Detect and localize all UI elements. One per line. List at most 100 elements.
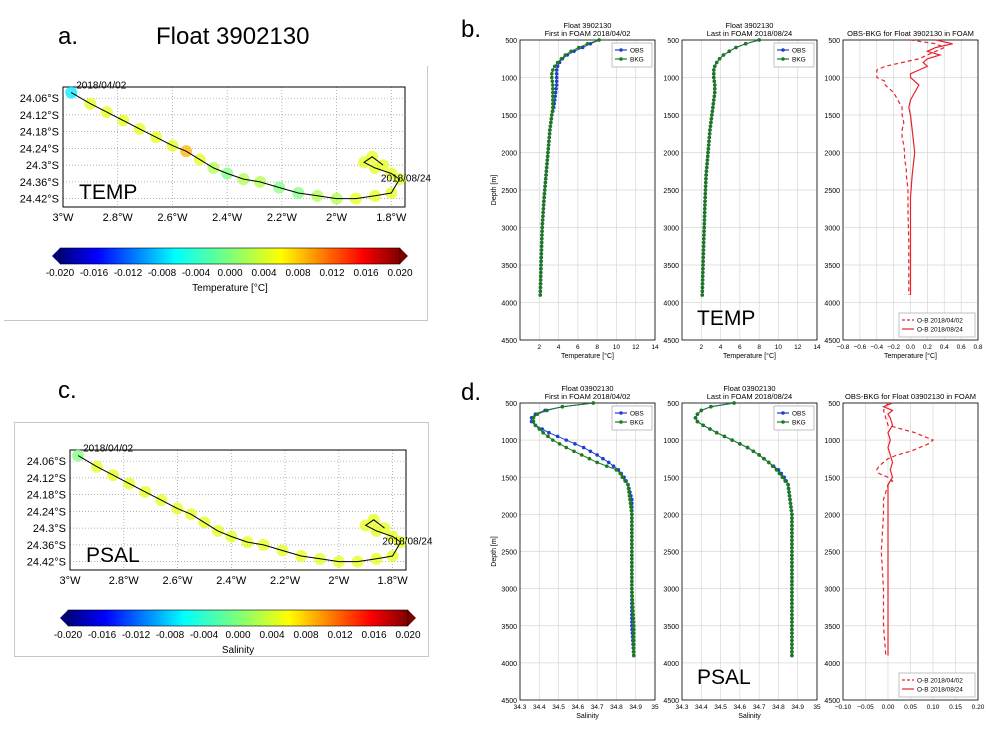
profile-marker bbox=[595, 453, 599, 457]
profile-marker bbox=[790, 653, 794, 658]
profile-marker bbox=[707, 131, 712, 136]
profile-ytick-label: 3000 bbox=[824, 587, 840, 594]
colorbar-tick-label: 0.000 bbox=[217, 268, 242, 279]
legend-label: BKG bbox=[792, 57, 806, 64]
profile-ytick-label: 2500 bbox=[663, 550, 679, 557]
profile-xlabel: Temperature [°C] bbox=[561, 352, 614, 360]
legend-label: O-B 2018/08/24 bbox=[917, 687, 963, 694]
profile-xtick-label: 12 bbox=[794, 344, 802, 351]
colorbar-tick-label: 0.012 bbox=[327, 630, 352, 641]
chart-root: 24.06°S 24.12°S 24.18°S 24.24°S 24.3°S 24.36°… bbox=[20, 21, 985, 720]
profile-variable-label: PSAL bbox=[697, 666, 751, 689]
profile-xtick-label: 0.4 bbox=[940, 344, 949, 351]
profile-marker bbox=[579, 453, 584, 457]
colorbar-tick-label: 0.016 bbox=[353, 268, 378, 279]
legend-label: OBS bbox=[630, 48, 644, 55]
map-chart-map_psal: 24.06°S 24.12°S 24.18°S 24.24°S 24.3°S 24.36°… bbox=[27, 444, 433, 656]
map-ytick-label: 24.18°S bbox=[27, 490, 66, 502]
colorbar-tick-label: -0.020 bbox=[54, 630, 83, 641]
profile-marker bbox=[555, 64, 560, 69]
profile-marker bbox=[704, 169, 709, 174]
profile-marker bbox=[762, 456, 766, 461]
profile-marker bbox=[757, 38, 761, 42]
profile-series-line bbox=[539, 39, 600, 296]
profile-title-line: OBS-BKG for Float 3902130 in FOAM bbox=[847, 29, 974, 38]
map-xtick-label: 2.6°W bbox=[162, 575, 193, 587]
profile-xtick-label: 34.5 bbox=[552, 704, 565, 711]
profile-xtick-label: 10 bbox=[775, 344, 783, 351]
profile-title-line: Float 3902130 bbox=[564, 21, 612, 30]
legend-marker bbox=[781, 57, 785, 61]
profile-legend: OBS BKG bbox=[611, 405, 653, 431]
map-xtick-label: 3°W bbox=[53, 212, 75, 224]
profile-ytick-label: 1500 bbox=[501, 113, 517, 120]
profile-marker bbox=[701, 248, 706, 252]
profile-marker bbox=[700, 293, 705, 297]
profile-marker bbox=[702, 229, 706, 234]
map-start-label: 2018/04/02 bbox=[83, 444, 133, 455]
profile-marker bbox=[631, 620, 636, 624]
profile-chart-temp_omb: 50010001500200025003000350040004500−0.8−… bbox=[824, 29, 982, 360]
map-frame bbox=[62, 86, 406, 208]
profile-chart-psal_omb: 500 1000 1500 2000 2500 3000 3500 4000 4500−0.10… bbox=[824, 392, 984, 711]
profile-marker bbox=[783, 479, 787, 483]
profile-xtick-label: −0.2 bbox=[887, 344, 900, 351]
colorbar: -0.020 -0.016 -0.012 -0.008 -0.004 0.000 0.004… bbox=[54, 609, 421, 656]
profile-marker bbox=[790, 531, 794, 535]
profile-marker bbox=[554, 83, 559, 87]
profile-marker bbox=[542, 199, 546, 204]
profile-marker bbox=[546, 434, 550, 439]
profile-marker bbox=[770, 464, 775, 468]
profile-marker bbox=[533, 423, 538, 428]
profile-ytick-label: 3000 bbox=[663, 226, 679, 233]
legend-box bbox=[611, 42, 653, 68]
profile-marker bbox=[540, 221, 545, 226]
profile-marker bbox=[702, 225, 706, 230]
profile-marker bbox=[712, 71, 716, 76]
map-ytick-label: 24.36°S bbox=[27, 540, 66, 552]
profile-marker bbox=[701, 251, 706, 256]
map-xtick-label: 2.8°W bbox=[103, 212, 134, 224]
profile-marker bbox=[703, 180, 708, 185]
profile-xtick-label: 14 bbox=[813, 344, 821, 351]
profile-ytick-label: 1000 bbox=[824, 76, 840, 83]
profile-marker bbox=[631, 638, 636, 643]
profile-xtick-label: −0.6 bbox=[853, 344, 866, 351]
profile-marker bbox=[787, 494, 792, 498]
profile-legend: OBS BKG bbox=[773, 42, 815, 68]
profile-title-line: Float 03902130 bbox=[723, 384, 775, 393]
profile-variable-label: TEMP bbox=[697, 307, 755, 330]
profile-marker bbox=[790, 538, 794, 543]
profile-xtick-label: 34.6 bbox=[734, 704, 747, 711]
profile-xtick-label: 2 bbox=[537, 344, 541, 351]
profile-marker bbox=[539, 248, 544, 252]
profile-marker bbox=[709, 404, 713, 409]
profile-xtick-label: 2 bbox=[699, 344, 703, 351]
colorbar-min-arrow bbox=[52, 248, 60, 264]
profile-marker bbox=[745, 445, 750, 450]
profile-marker bbox=[564, 445, 569, 450]
map-ytick-label: 24.24°S bbox=[27, 506, 66, 518]
profile-marker bbox=[701, 263, 705, 267]
profile-marker bbox=[774, 468, 779, 472]
profile-series-line bbox=[694, 402, 793, 656]
profile-marker bbox=[790, 583, 794, 587]
profile-marker bbox=[543, 184, 547, 189]
profile-xtick-label: 0.0 bbox=[906, 344, 915, 351]
profile-marker bbox=[790, 523, 794, 528]
profile-marker bbox=[545, 158, 550, 162]
map-xtick-label: 2.4°W bbox=[216, 575, 247, 587]
profile-marker bbox=[709, 120, 713, 125]
profile-marker bbox=[780, 475, 785, 480]
profile-marker bbox=[538, 293, 543, 297]
map-end-label: 2018/08/24 bbox=[382, 537, 432, 548]
profile-marker bbox=[550, 98, 555, 102]
profile-marker bbox=[539, 255, 544, 260]
profile-marker bbox=[550, 86, 555, 91]
profile-series-line bbox=[701, 39, 760, 296]
profile-marker bbox=[629, 508, 634, 513]
profile-marker bbox=[542, 195, 546, 200]
profile-marker bbox=[702, 214, 707, 219]
profile-ytick-label: 4000 bbox=[663, 301, 679, 308]
